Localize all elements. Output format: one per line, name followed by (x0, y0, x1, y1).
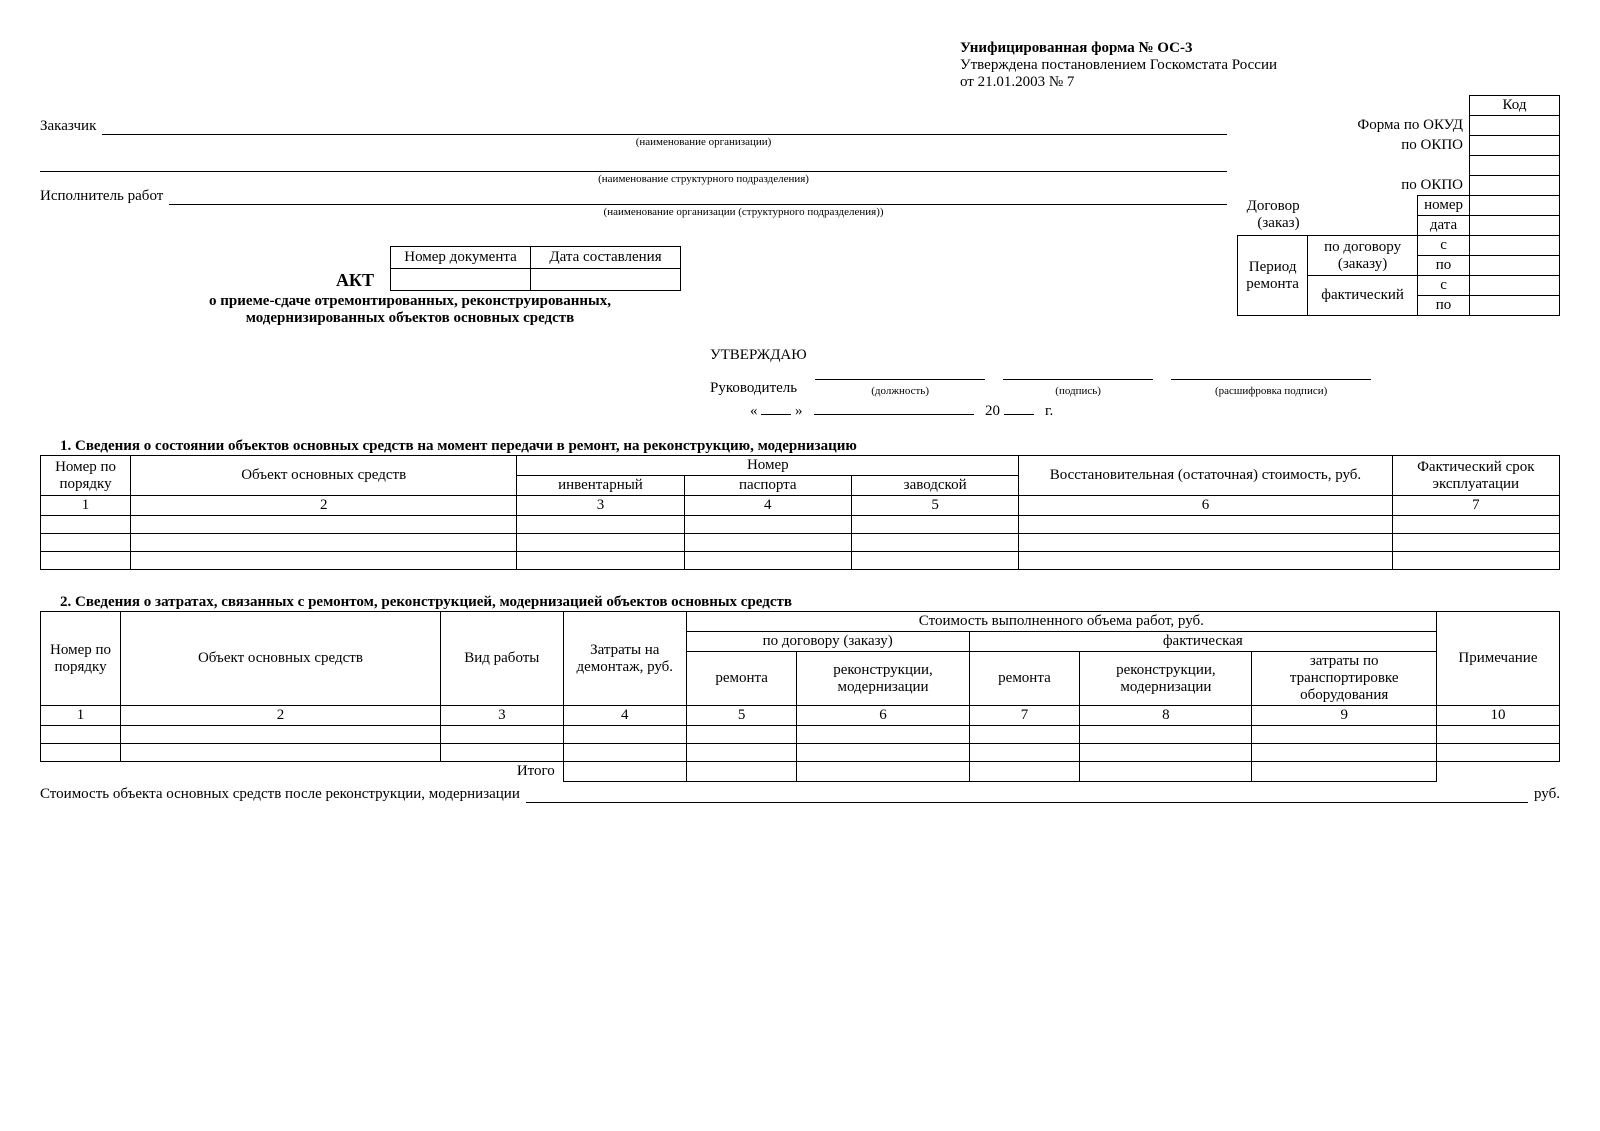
contractor-label: Исполнитель работ (40, 188, 169, 205)
signature-input[interactable] (1003, 379, 1153, 380)
cost-after-row: Стоимость объекта основных средств после… (40, 786, 1560, 803)
akt-title: АКТ (336, 270, 374, 290)
period-dog-to[interactable] (1470, 256, 1560, 276)
s-label-1: с (1418, 236, 1470, 256)
s-label-2: с (1418, 276, 1470, 296)
table-row[interactable] (41, 516, 1560, 534)
s2-col2: Объект основных средств (121, 612, 441, 706)
approval-block: УТВЕРЖДАЮ Руководитель (должность) (подп… (710, 347, 1560, 420)
decipher-input[interactable] (1171, 379, 1371, 380)
section1-table: Номер по порядку Объект основных средств… (40, 455, 1560, 570)
kod-header: Код (1470, 96, 1560, 116)
period-dog-from[interactable] (1470, 236, 1560, 256)
s2-col5group: Стоимость выполненного объема работ, руб… (686, 612, 1436, 632)
period-fact-from[interactable] (1470, 276, 1560, 296)
month-input[interactable] (814, 414, 974, 415)
po-label-1: по (1418, 256, 1470, 276)
s2-col5a: ремонта (686, 652, 797, 706)
approved-date: от 21.01.2003 № 7 (960, 74, 1560, 91)
akt-subtitle2: модернизированных объектов основных сред… (100, 310, 720, 327)
position-input[interactable] (815, 379, 985, 380)
contractor-input[interactable] (169, 187, 1227, 205)
period-fact-to[interactable] (1470, 296, 1560, 316)
po-dogovoru-label: по договору (заказу) (1308, 236, 1418, 276)
contract-num[interactable] (1470, 196, 1560, 216)
table-row[interactable] (41, 744, 1560, 762)
form-title: Унифицированная форма № ОС-3 (960, 40, 1560, 57)
table-row[interactable] (41, 552, 1560, 570)
okpo-label: по ОКПО (1238, 136, 1470, 156)
rub-label: руб. (1534, 786, 1560, 803)
approved-line: Утверждена постановлением Госкомстата Ро… (960, 57, 1560, 74)
okpo2-label: по ОКПО (1238, 176, 1470, 196)
utverzhdayu: УТВЕРЖДАЮ (710, 347, 1560, 364)
s1-col4: Восстановительная (остаточная) стоимость… (1019, 456, 1392, 496)
doc-date-header: Дата составления (531, 247, 681, 269)
s2-col5e: затраты по транспортировке оборудования (1252, 652, 1436, 706)
customer-row: Заказчик (40, 117, 1227, 135)
section2-title: 2. Сведения о затратах, связанных с ремо… (60, 594, 1560, 611)
signature-sub: (подпись) (1003, 385, 1153, 397)
itogo-row: Итого (41, 762, 1560, 782)
s1-col5: Фактический срок эксплуатации (1392, 456, 1559, 496)
doc-num-value[interactable] (391, 269, 531, 291)
s2-col5sub1: по договору (заказу) (686, 632, 969, 652)
doc-date-value[interactable] (531, 269, 681, 291)
contract-date[interactable] (1470, 216, 1560, 236)
section2-table: Номер по порядку Объект основных средств… (40, 611, 1560, 782)
customer-dept-input[interactable] (40, 154, 1227, 172)
okpo-value[interactable] (1470, 136, 1560, 156)
blank-code-1[interactable] (1470, 156, 1560, 176)
customer-input[interactable] (102, 117, 1227, 135)
okud-value[interactable] (1470, 116, 1560, 136)
table-row[interactable] (41, 726, 1560, 744)
day-input[interactable] (761, 414, 791, 415)
s1-numrow: 1 2 3 4 5 6 7 (41, 496, 1560, 516)
fakt-label: фактический (1308, 276, 1418, 316)
s2-col3: Вид работы (440, 612, 563, 706)
nomer-label: номер (1418, 196, 1470, 216)
decipher-sub: (расшифровка подписи) (1171, 385, 1371, 397)
contractor-sub: (наименование организации (структурного … (260, 206, 1227, 218)
doc-num-header: Номер документа (391, 247, 531, 269)
codes-table: Код Форма по ОКУД по ОКПО по ОКПО Догово… (1237, 95, 1560, 316)
customer-sub2: (наименование структурного подразделения… (180, 173, 1227, 185)
s2-col6: Примечание (1436, 612, 1559, 706)
year-input[interactable] (1004, 414, 1034, 415)
s1-col3a: инвентарный (517, 476, 684, 496)
position-sub: (должность) (815, 385, 985, 397)
s2-col5sub2: фактическая (969, 632, 1436, 652)
customer-sub1: (наименование организации) (180, 136, 1227, 148)
form-header: Унифицированная форма № ОС-3 Утверждена … (960, 40, 1560, 91)
s1-col3c: заводской (851, 476, 1018, 496)
s1-col1: Номер по порядку (41, 456, 131, 496)
s2-numrow: 1 2 3 4 5 6 7 8 9 10 (41, 706, 1560, 726)
date-line: « » 20 г. (750, 403, 1560, 420)
s1-col3b: паспорта (684, 476, 851, 496)
s2-col4: Затраты на демонтаж, руб. (563, 612, 686, 706)
s1-col3group: Номер (517, 456, 1019, 476)
cost-after-label: Стоимость объекта основных средств после… (40, 786, 520, 803)
s2-col5c: ремонта (969, 652, 1080, 706)
customer-label: Заказчик (40, 118, 102, 135)
table-row[interactable] (41, 534, 1560, 552)
akt-subtitle1: о приеме-сдаче отремонтированных, реконс… (100, 293, 720, 310)
okud-label: Форма по ОКУД (1238, 116, 1470, 136)
s2-col1: Номер по порядку (41, 612, 121, 706)
period-label: Период ремонта (1238, 236, 1308, 316)
s2-col5b: реконструкции, модернизации (797, 652, 969, 706)
s2-col5d: реконструкции, модернизации (1080, 652, 1252, 706)
s1-col2: Объект основных средств (131, 456, 517, 496)
po-label-2: по (1418, 296, 1470, 316)
okpo2-value[interactable] (1470, 176, 1560, 196)
doc-number-table: Номер документа Дата составления (390, 246, 681, 291)
section1-title: 1. Сведения о состоянии объектов основны… (60, 438, 1560, 455)
data-label: дата (1418, 216, 1470, 236)
rukovoditel: Руководитель (710, 380, 797, 397)
contractor-row: Исполнитель работ (40, 187, 1227, 205)
contract-label: Договор (заказ) (1238, 196, 1308, 236)
itogo-label: Итого (41, 762, 564, 782)
cost-after-input[interactable] (526, 802, 1528, 803)
